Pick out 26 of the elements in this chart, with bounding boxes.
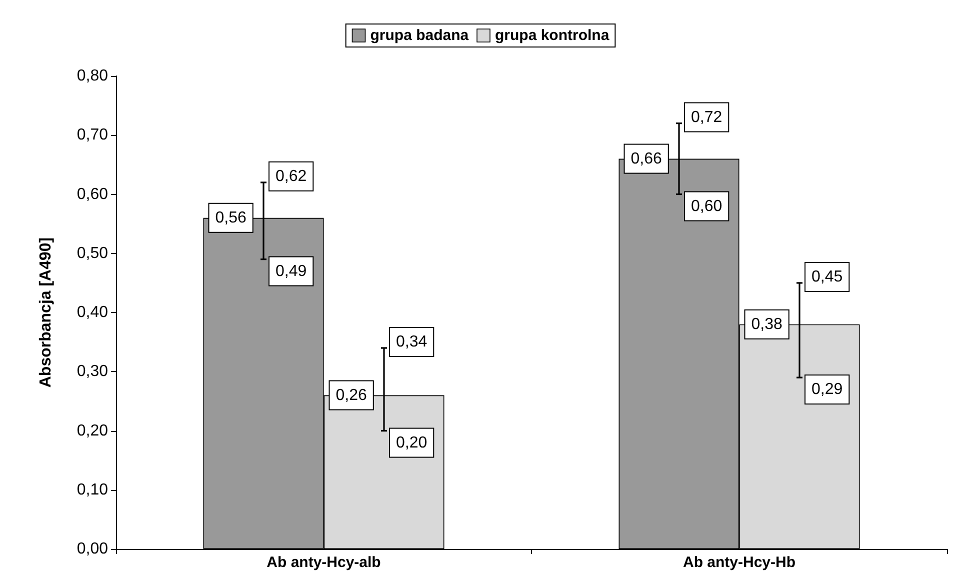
annotation: 0,34 — [396, 333, 428, 350]
annotation: 0,45 — [811, 268, 843, 286]
annotation: 0,62 — [276, 168, 307, 185]
y-tick-label: 0,10 — [76, 481, 108, 498]
y-tick-label: 0,50 — [76, 244, 108, 262]
x-tick-label: Ab anty-Hcy-alb — [266, 554, 381, 571]
annotation: 0,49 — [276, 262, 307, 280]
data-label: 0,66 — [630, 150, 662, 168]
legend-label: grupa badana — [370, 27, 470, 44]
x-tick-label: Ab anty-Hcy-Hb — [682, 554, 796, 571]
y-tick-label: 0,80 — [76, 68, 108, 84]
y-tick-label: 0,30 — [76, 363, 108, 380]
annotation: 0,60 — [691, 198, 722, 215]
data-label: 0,56 — [215, 209, 246, 226]
annotation: 0,20 — [396, 434, 428, 452]
y-tick-label: 0,40 — [76, 304, 108, 321]
y-tick-label: 0,60 — [76, 186, 108, 203]
data-label: 0,38 — [751, 316, 782, 333]
data-label: 0,26 — [336, 386, 367, 404]
y-tick-label: 0,00 — [76, 540, 108, 558]
legend-label: grupa kontrolna — [494, 27, 610, 44]
y-axis-title: Absorbancja [A490] — [38, 237, 54, 388]
annotation: 0,72 — [691, 108, 722, 126]
annotation: 0,29 — [811, 381, 843, 398]
y-tick-label: 0,70 — [76, 126, 108, 144]
y-tick-label: 0,20 — [76, 422, 108, 440]
